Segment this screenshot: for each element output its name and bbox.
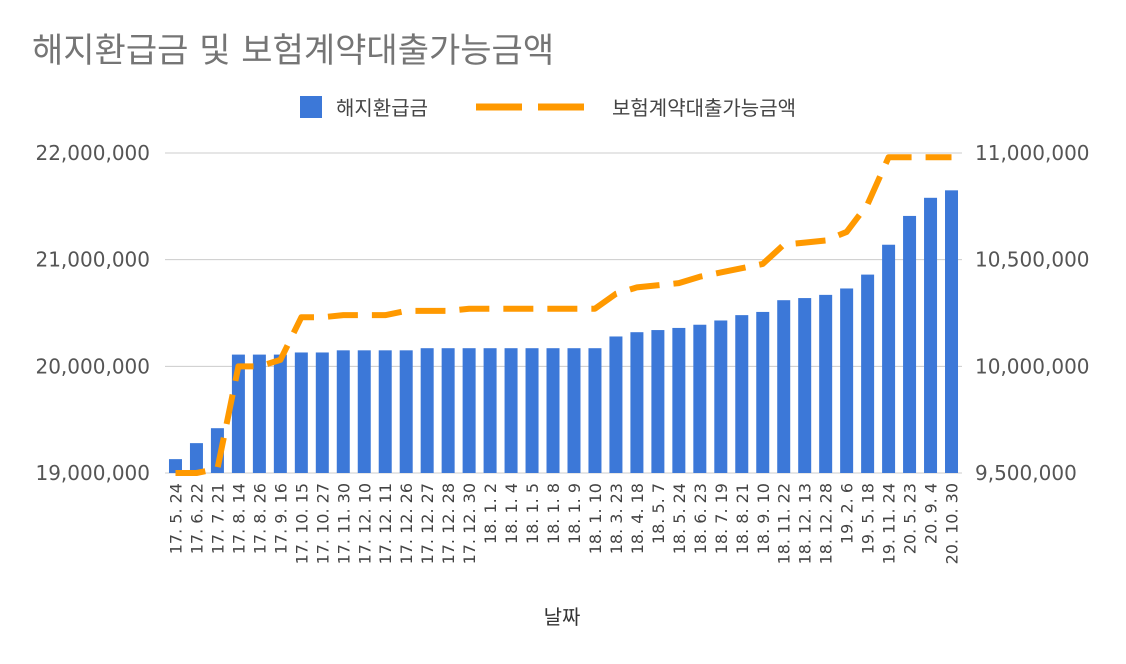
bar [420,348,434,473]
y-right-tick-label: 10,500,000 [975,248,1090,272]
bar [504,348,518,473]
x-tick-label: 18. 3. 23 [607,483,626,554]
x-tick-label: 18. 1. 4 [502,483,521,544]
x-tick-label: 18. 12. 28 [817,483,836,564]
bar [840,288,854,473]
bar [714,320,728,473]
x-tick-label: 17. 8. 26 [250,483,269,554]
y-right-tick-label: 10,000,000 [975,354,1090,378]
bar [546,348,560,473]
bar [273,354,287,473]
bar [756,311,770,473]
bar [924,197,938,474]
y-left-tick-label: 20,000,000 [35,354,150,378]
bar [903,215,917,473]
chart-title: 해지환급금 및 보험계약대출가능금액 [32,31,554,71]
bar [378,350,392,473]
x-axis-ticks: 17. 5. 24 17. 6. 22 17. 7. 21 17. 8. 14 17. … [166,483,961,564]
bar [168,459,182,473]
bar [252,354,266,473]
bar [945,190,959,473]
legend-swatch-bar [300,96,322,118]
x-tick-label: 18. 1. 9 [565,483,584,544]
x-tick-label: 18. 5. 24 [670,483,689,554]
x-tick-label: 17. 8. 14 [229,483,248,554]
bar [882,244,896,473]
x-tick-label: 17. 12. 30 [460,483,479,564]
x-tick-label: 20. 5. 23 [901,483,920,554]
x-tick-label: 17. 10. 15 [292,483,311,564]
line-series-path [175,154,952,476]
x-tick-label: 17. 10. 27 [313,483,332,564]
x-tick-label: 18. 4. 18 [628,483,647,554]
x-tick-label: 17. 11. 30 [334,483,353,564]
x-tick-label: 19. 2. 6 [838,483,857,544]
x-tick-label: 17. 5. 24 [166,483,185,554]
bar [462,348,476,473]
x-tick-label: 18. 12. 13 [796,483,815,564]
line-series [175,154,952,476]
bar [735,315,749,473]
y-left-tick-label: 22,000,000 [35,141,150,165]
bar [861,274,875,473]
y-right-tick-label: 11,000,000 [975,141,1090,165]
bar-series [168,190,959,474]
bar [315,352,329,473]
bar [651,330,665,473]
x-tick-label: 17. 12. 11 [376,483,395,564]
x-tick-label: 18. 1. 2 [481,483,500,544]
legend-label-line: 보험계약대출가능금액 [612,96,796,120]
left-axis-ticks: 19,000,000 20,000,000 21,000,000 22,000,000 [35,141,150,485]
bar [798,298,812,473]
x-tick-label: 18. 6. 23 [691,483,710,554]
x-axis-title: 날짜 [544,605,581,629]
x-tick-label: 17. 9. 16 [271,483,290,554]
bar [567,348,581,473]
x-tick-label: 18. 1. 10 [586,483,605,554]
x-tick-label: 18. 8. 21 [733,483,752,554]
legend-label-bar: 해지환급금 [336,96,428,120]
x-tick-label: 18. 1. 8 [544,483,563,544]
bar [588,348,602,473]
bar [294,352,308,473]
bar [819,294,833,473]
x-tick-label: 19. 5. 18 [859,483,878,554]
bar [672,327,686,473]
bar [231,354,245,473]
bar [693,324,707,473]
x-tick-label: 20. 10. 30 [943,483,962,564]
bar [441,348,455,473]
x-tick-label: 18. 9. 10 [754,483,773,554]
bar [483,348,497,473]
x-tick-label: 17. 12. 26 [397,483,416,564]
x-tick-label: 17. 6. 22 [187,483,206,554]
bar [609,336,623,473]
x-tick-label: 17. 12. 28 [439,483,458,564]
bar [525,348,539,473]
bar [336,350,350,473]
x-tick-label: 18. 5. 7 [649,483,668,544]
x-tick-label: 18. 11. 22 [775,483,794,564]
y-left-tick-label: 19,000,000 [35,461,150,485]
x-tick-label: 18. 1. 5 [523,483,542,544]
right-axis-ticks: 9,500,000 10,000,000 10,500,000 11,000,000 [975,141,1090,485]
bar [357,350,371,473]
bar [777,300,791,473]
bar [630,332,644,473]
y-right-tick-label: 9,500,000 [975,461,1077,485]
x-tick-label: 17. 7. 21 [208,483,227,554]
bar [399,350,413,473]
x-tick-label: 18. 7. 19 [712,483,731,554]
legend: 해지환급금 보험계약대출가능금액 [300,96,796,120]
y-left-tick-label: 21,000,000 [35,248,150,272]
x-tick-label: 17. 12. 27 [418,483,437,564]
x-tick-label: 20. 9. 4 [922,483,941,544]
x-tick-label: 17. 12. 10 [355,483,374,564]
bar [189,443,203,473]
x-tick-label: 19. 11. 24 [880,483,899,564]
